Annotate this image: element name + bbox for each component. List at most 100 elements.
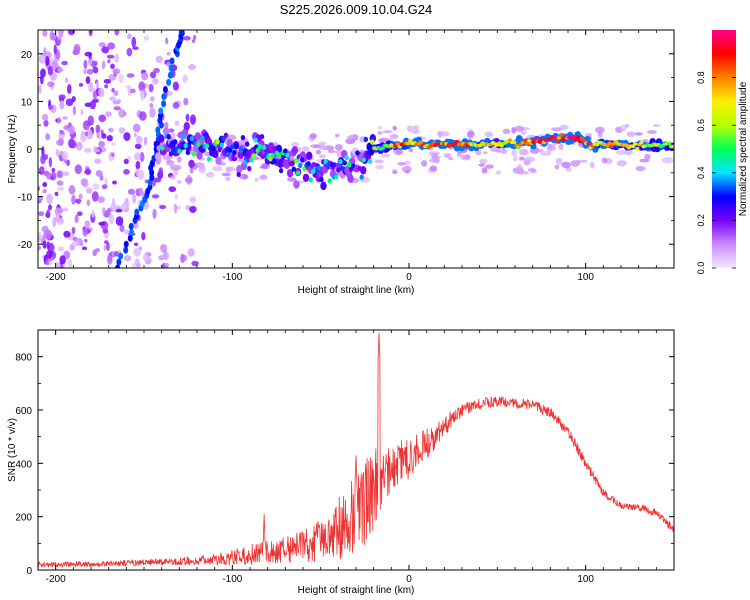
noise-blob [187, 248, 195, 257]
halo-blob [221, 172, 231, 177]
halo-blob [377, 125, 382, 130]
noise-blob [162, 251, 170, 261]
noise-blob [106, 255, 113, 265]
noise-blob [126, 47, 133, 57]
noise-blob [82, 227, 88, 237]
x-tick-label: 100 [577, 574, 594, 585]
noise-blob [135, 263, 142, 268]
halo-blob [165, 160, 175, 166]
noise-blob [159, 205, 167, 210]
noise-blob [106, 134, 113, 142]
ridge-core-mark [211, 145, 216, 152]
halo-blob [502, 128, 511, 135]
ridge-outer-mark [293, 180, 300, 189]
ridge-core-mark [524, 141, 530, 146]
ridge-outer-mark [158, 134, 165, 143]
noise-blob [38, 166, 45, 175]
noise-blob [95, 124, 101, 133]
halo-blob [517, 170, 530, 175]
noise-blob [183, 36, 191, 41]
halo-blob [518, 148, 529, 156]
noise-blob [54, 215, 60, 222]
ridge-core-mark [238, 146, 244, 152]
ridge-core-mark [552, 136, 557, 140]
ridge-core-mark [577, 139, 583, 144]
noise-blob [173, 203, 178, 214]
noise-blob [48, 204, 52, 211]
noise-blob [118, 108, 126, 118]
noise-blob [80, 178, 88, 187]
halo-blob [559, 124, 569, 131]
noise-blob [88, 30, 93, 37]
noise-blob [91, 209, 95, 218]
ridge-core-mark [306, 161, 311, 167]
noise-blob [80, 134, 87, 143]
noise-blob [123, 169, 130, 175]
halo-blob [377, 131, 383, 135]
noise-blob [52, 217, 57, 228]
noise-blob [132, 123, 141, 133]
noise-blob [114, 53, 119, 63]
noise-blob [92, 148, 100, 153]
noise-blob [139, 111, 147, 121]
ridge-core-mark [632, 142, 638, 146]
noise-blob [113, 90, 119, 96]
noise-blob [57, 67, 64, 73]
colorbar-tick-label: 0.2 [696, 214, 706, 227]
halo-blob [635, 165, 646, 172]
noise-blob [71, 194, 76, 205]
streak-mark [179, 30, 185, 37]
noise-blob [111, 142, 117, 147]
ridge-core-mark [291, 166, 297, 172]
ridge-core-mark [297, 162, 303, 169]
halo-blob [176, 156, 182, 163]
halo-blob [287, 177, 297, 182]
ridge-core-mark [558, 133, 564, 137]
noise-blob [185, 204, 191, 211]
noise-blob [77, 211, 83, 217]
noise-blob [101, 133, 107, 139]
noise-blob [64, 77, 69, 83]
noise-blob [152, 78, 159, 85]
ridge-core-mark [367, 158, 373, 165]
ridge-core-mark [554, 140, 559, 144]
noise-blob [135, 135, 143, 145]
noise-blob [84, 131, 89, 136]
ridge-outer-mark [212, 149, 219, 159]
noise-blob [149, 71, 157, 79]
ridge-core-mark [355, 150, 360, 156]
noise-blob [45, 133, 50, 141]
colorbar-tick-label: 0.4 [696, 167, 706, 180]
noise-blob [72, 105, 76, 116]
halo-blob [478, 163, 486, 167]
noise-blob [66, 84, 72, 95]
noise-blob [43, 119, 49, 127]
noise-blob [107, 59, 111, 64]
snr-panel: -200 -100 0 100 0 200 400 600 800 Height of str… [7, 329, 675, 596]
noise-blob [68, 125, 75, 135]
noise-blob [61, 60, 68, 66]
noise-blob [42, 182, 48, 188]
halo-blob [558, 143, 564, 151]
ridge-core-mark [285, 152, 290, 158]
noise-blob [59, 255, 66, 265]
noise-blob [49, 30, 55, 41]
halo-blob [626, 131, 636, 138]
noise-blob [48, 105, 54, 110]
halo-blob [327, 149, 335, 154]
halo-blob [254, 177, 260, 182]
noise-blob [131, 36, 137, 48]
halo-blob [484, 131, 494, 137]
noise-blob [89, 100, 97, 110]
ridge-core-mark [512, 140, 517, 145]
ridge-core-mark [234, 143, 239, 149]
noise-blob [68, 258, 73, 268]
noise-blob [112, 180, 117, 185]
noise-blob [92, 66, 99, 74]
noise-blob [118, 127, 126, 134]
ridge-core-mark [215, 139, 220, 145]
noise-blob [95, 81, 100, 89]
ridge-core-mark [408, 138, 413, 143]
streak-mark [166, 78, 172, 86]
